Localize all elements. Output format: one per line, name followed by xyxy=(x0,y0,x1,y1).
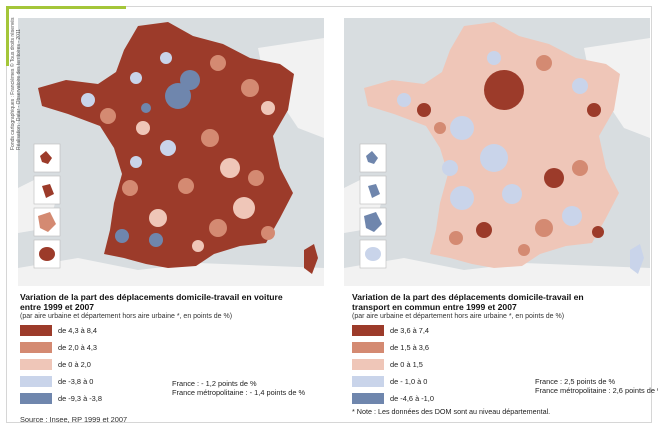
legend-swatch xyxy=(20,342,52,353)
left-legend-subtitle: (par aire urbaine et département hors ai… xyxy=(20,313,233,320)
map-credits: Fonds cartographiques : Francièmes © Tou… xyxy=(10,17,22,150)
left-legend-item: de 4,3 à 8,4 xyxy=(20,325,97,336)
right-title-line-2: transport en commun entre 1999 et 2007 xyxy=(352,302,517,312)
left-legend-item: de -9,3 à -3,8 xyxy=(20,393,102,404)
legend-swatch xyxy=(352,359,384,370)
right-stat-metro: France métropolitaine : 2,6 points de % xyxy=(535,386,658,395)
legend-label: de - 1,0 à 0 xyxy=(390,377,428,386)
dom-insets-left xyxy=(33,143,61,269)
map-transit-blobs xyxy=(397,51,604,256)
map-transit-svg xyxy=(344,18,650,286)
source-citation: Source : Insee, RP 1999 et 2007 xyxy=(20,415,128,424)
right-stat-france: France : 2,5 points de % xyxy=(535,377,616,386)
left-legend-item: de 0 à 2,0 xyxy=(20,359,91,370)
right-legend-item: de - 1,0 à 0 xyxy=(352,376,427,387)
left-title-line-2: entre 1999 et 2007 xyxy=(20,302,95,312)
legend-swatch xyxy=(352,342,384,353)
left-title-line-1: Variation de la part des déplacements do… xyxy=(20,292,283,302)
right-legend-item: de -4,6 à -1,0 xyxy=(352,393,434,404)
right-title-line-1: Variation de la part des déplacements do… xyxy=(352,292,584,302)
dom-insets-right xyxy=(359,143,387,269)
map-car-blobs xyxy=(81,52,275,252)
legend-swatch xyxy=(20,393,52,404)
legend-label: de 0 à 2,0 xyxy=(58,360,91,369)
left-legend-item: de 2,0 à 4,3 xyxy=(20,342,97,353)
legend-label: de -9,3 à -3,8 xyxy=(58,394,102,403)
right-legend-title: Variation de la part des déplacements do… xyxy=(352,292,652,312)
legend-swatch xyxy=(352,325,384,336)
legend-label: de -3,8 à 0 xyxy=(58,377,94,386)
legend-label: de 0 à 1,5 xyxy=(390,360,423,369)
map-car-svg xyxy=(18,18,324,286)
left-stat-france: France : - 1,2 points de % xyxy=(172,379,257,388)
legend-label: de -4,6 à -1,0 xyxy=(390,394,434,403)
accent-bar-left xyxy=(6,6,9,66)
legend-label: de 1,5 à 3,6 xyxy=(390,343,430,352)
accent-bar-top xyxy=(6,6,126,9)
map-transit-variation xyxy=(344,18,650,286)
legend-label: de 2,0 à 4,3 xyxy=(58,343,98,352)
corsica-right xyxy=(630,244,644,274)
legend-swatch xyxy=(20,359,52,370)
dom-note: * Note : Les données des DOM sont au niv… xyxy=(352,407,551,416)
left-legend-title: Variation de la part des déplacements do… xyxy=(20,292,320,312)
right-legend-item: de 0 à 1,5 xyxy=(352,359,423,370)
right-legend-item: de 1,5 à 3,6 xyxy=(352,342,429,353)
left-stat-metro: France métropolitaine : - 1,4 points de … xyxy=(172,388,306,397)
credits-line-2: Réalisation : Datar - Observatoire des t… xyxy=(16,28,22,150)
left-legend-item: de -3,8 à 0 xyxy=(20,376,93,387)
legend-swatch xyxy=(352,393,384,404)
corsica-left xyxy=(304,244,318,274)
legend-swatch xyxy=(20,376,52,387)
right-legend-subtitle: (par aire urbaine et département hors ai… xyxy=(352,313,565,320)
map-car-variation xyxy=(18,18,324,286)
legend-label: de 3,6 à 7,4 xyxy=(390,326,430,335)
legend-swatch xyxy=(352,376,384,387)
right-legend-item: de 3,6 à 7,4 xyxy=(352,325,429,336)
legend-swatch xyxy=(20,325,52,336)
legend-label: de 4,3 à 8,4 xyxy=(58,326,98,335)
